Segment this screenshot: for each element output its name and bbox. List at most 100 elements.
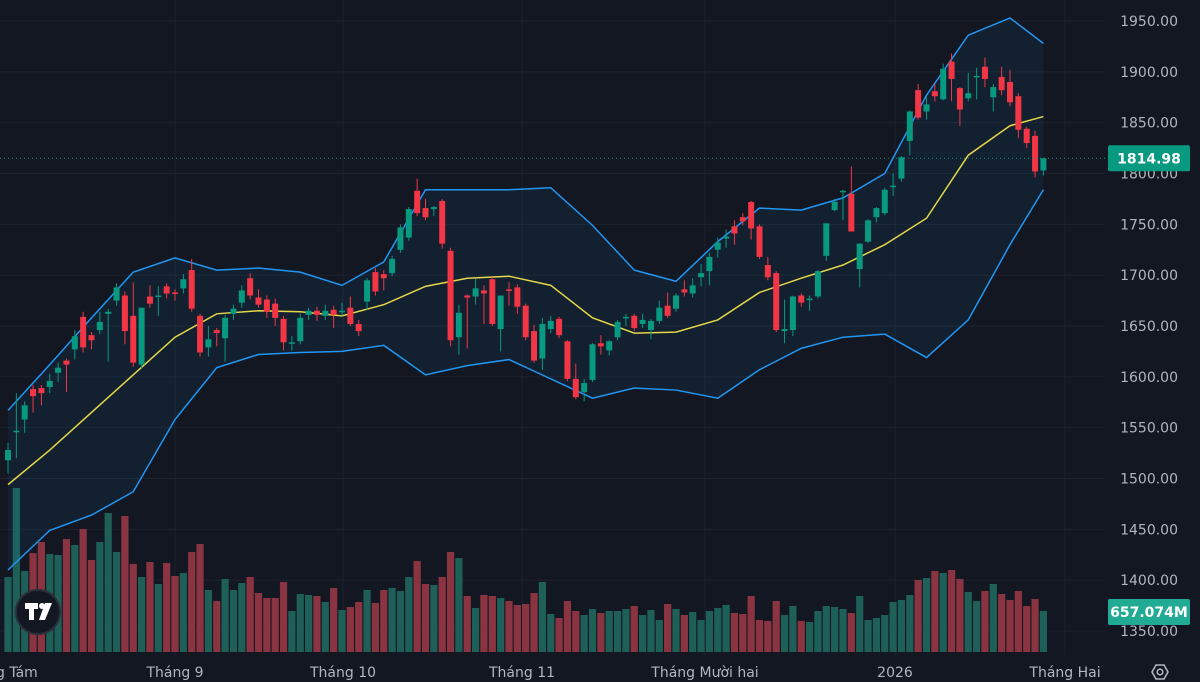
candle	[88, 332, 95, 350]
volume-bar	[922, 578, 931, 652]
candle	[364, 278, 371, 310]
last-volume-value: 657.074M	[1110, 605, 1188, 621]
candle	[781, 299, 788, 344]
volume-bar	[380, 590, 388, 652]
volume-bar	[647, 610, 655, 652]
candle-body	[138, 307, 145, 365]
candle	[213, 328, 220, 347]
volume-bar	[321, 602, 329, 652]
candle	[146, 285, 153, 308]
volume-bar	[505, 601, 513, 652]
candle	[681, 280, 688, 297]
volume-bar	[588, 609, 597, 652]
candle	[514, 284, 521, 314]
candle-body	[414, 190, 421, 214]
candle	[288, 336, 295, 351]
candle	[430, 206, 437, 217]
candle	[197, 313, 204, 357]
candle-body	[364, 280, 371, 302]
price-axis[interactable]: 1950.001900.001850.001800.001750.001700.…	[1120, 14, 1178, 640]
candle-body	[915, 90, 922, 118]
candle-body	[689, 285, 696, 294]
price-tick-label: 1600.00	[1120, 370, 1178, 386]
candle	[355, 319, 362, 337]
candle-body	[489, 279, 496, 324]
volume-bar	[789, 606, 797, 652]
tradingview-logo[interactable]	[15, 589, 61, 635]
candle-body	[631, 315, 638, 329]
candle	[572, 363, 579, 400]
candle	[923, 96, 930, 120]
candle	[205, 326, 212, 357]
volume-bar	[555, 618, 563, 652]
candle-body	[948, 61, 955, 79]
candle	[130, 282, 137, 367]
volume-bar	[605, 611, 613, 652]
candle-body	[748, 201, 755, 229]
time-axis[interactable]: g Tám Tháng 9 Tháng 10 Tháng 11 Tháng Mười h…	[0, 665, 1101, 681]
volume-bar	[221, 579, 229, 652]
candle-body	[723, 236, 730, 239]
candle-body	[288, 342, 295, 344]
volume-bar	[580, 615, 588, 652]
candle-body	[965, 93, 972, 99]
candle-body	[1023, 128, 1030, 144]
price-tick-label: 1900.00	[1120, 65, 1178, 81]
candle	[539, 317, 546, 370]
candle	[489, 277, 496, 327]
candle-body	[956, 88, 963, 110]
volume-bar	[772, 601, 780, 652]
candle	[13, 393, 20, 459]
candle-body	[63, 360, 70, 365]
price-tick-label: 1500.00	[1120, 472, 1178, 488]
candle	[380, 270, 387, 291]
candle-body	[906, 111, 913, 141]
price-tick-label: 1700.00	[1120, 268, 1178, 284]
candle	[330, 305, 337, 329]
volume-bar	[906, 595, 914, 652]
candle	[531, 324, 538, 363]
candle	[865, 219, 872, 243]
volume-bar	[104, 513, 112, 652]
volume-bar	[680, 615, 688, 652]
candle-body	[898, 157, 905, 179]
price-tick-label: 1400.00	[1120, 573, 1178, 589]
candle	[606, 340, 613, 356]
candle-body	[731, 226, 738, 234]
candle-body	[698, 273, 705, 278]
settings-gear-icon[interactable]	[1151, 664, 1169, 680]
volume-bar	[296, 594, 304, 652]
time-tick-label: g Tám	[0, 665, 38, 681]
time-tick-label: Tháng Hai	[1028, 665, 1100, 681]
candle-body	[840, 190, 846, 193]
volume-pane	[4, 488, 1047, 652]
candle	[881, 187, 888, 216]
time-tick-label: Tháng Mười hai	[650, 665, 758, 681]
candle	[1032, 130, 1039, 178]
volume-bar	[973, 601, 981, 652]
candle	[464, 294, 471, 349]
volume-bar	[488, 596, 496, 652]
volume-bar	[480, 595, 488, 652]
candle-body	[639, 319, 646, 324]
candle-body	[272, 303, 279, 318]
candle-body	[798, 295, 805, 303]
candle	[163, 283, 170, 299]
candle	[622, 313, 629, 327]
candle-body	[46, 380, 53, 388]
volume-bar	[430, 585, 438, 652]
volume-bar	[271, 598, 279, 652]
candle-body	[280, 318, 287, 343]
candle-body	[380, 274, 387, 279]
candle	[472, 278, 479, 305]
candle	[814, 270, 821, 299]
time-tick-label: Tháng 11	[488, 665, 555, 681]
candle	[188, 258, 195, 312]
volume-bar	[956, 579, 964, 652]
volume-bar	[947, 570, 956, 652]
volume-bar	[538, 582, 546, 652]
candle	[339, 302, 345, 316]
volume-bar	[62, 539, 71, 652]
time-tick-label: Tháng 10	[309, 665, 376, 681]
